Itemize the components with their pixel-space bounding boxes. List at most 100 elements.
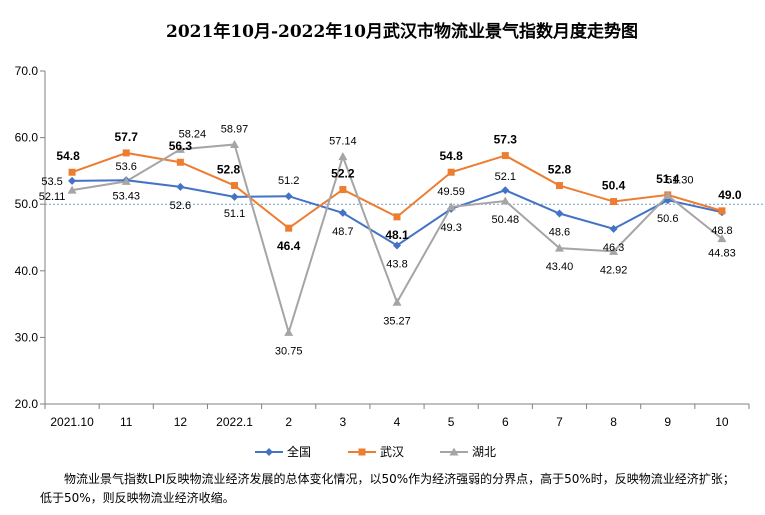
legend-marker <box>449 447 459 456</box>
data-label: 30.75 <box>275 345 303 357</box>
data-label: 58.24 <box>179 128 207 140</box>
data-point <box>718 207 726 215</box>
x-tick-label: 8 <box>610 415 617 429</box>
data-label: 50.6 <box>657 213 678 225</box>
data-label: 48.7 <box>332 226 353 238</box>
y-tick-label: 70.0 <box>15 64 39 78</box>
data-label: 52.2 <box>331 167 355 181</box>
y-tick-label: 60.0 <box>15 131 39 145</box>
data-label: 52.6 <box>170 200 191 212</box>
data-point <box>175 144 185 153</box>
data-point <box>284 327 294 336</box>
data-point <box>555 182 563 190</box>
data-label: 43.8 <box>386 258 407 270</box>
data-point <box>717 234 727 243</box>
data-label: 46.4 <box>277 239 301 253</box>
data-point <box>392 297 402 306</box>
data-label: 52.11 <box>39 191 66 203</box>
data-point <box>339 186 347 194</box>
legend-label: 湖北 <box>472 444 496 459</box>
data-label: 53.5 <box>41 176 62 188</box>
data-label: 58.97 <box>221 123 249 135</box>
data-label: 54.8 <box>439 149 463 163</box>
x-tick-label: 2021.10 <box>50 415 94 429</box>
data-point <box>446 202 456 211</box>
data-label: 56.3 <box>169 139 193 153</box>
data-label: 57.14 <box>329 136 357 148</box>
data-point <box>231 182 239 190</box>
data-point <box>285 224 293 232</box>
data-label: 44.83 <box>708 248 736 260</box>
legend-label: 全国 <box>287 444 311 459</box>
data-point <box>338 152 348 161</box>
x-tick-label: 7 <box>556 415 563 429</box>
data-point <box>67 185 77 194</box>
data-point <box>609 246 619 255</box>
data-label: 50.4 <box>602 179 626 193</box>
data-point <box>609 224 618 233</box>
chart-title: 2021年10月-2022年10月武汉市物流业景气指数月度走势图 <box>166 21 638 42</box>
y-tick-label: 50.0 <box>15 197 39 211</box>
legend-label: 武汉 <box>380 445 404 459</box>
chart-footnote: 物流业景气指数LPI反映物流业经济发展的总体变化情况，以50%作为经济强弱的分界… <box>40 472 735 505</box>
y-tick-label: 40.0 <box>15 264 39 278</box>
legend-marker <box>265 448 273 456</box>
data-label: 57.7 <box>115 130 139 144</box>
data-label: 50.48 <box>492 214 520 226</box>
data-point <box>176 158 184 166</box>
data-point <box>68 168 76 176</box>
data-point <box>663 191 673 200</box>
x-tick-label: 12 <box>174 415 188 429</box>
y-tick-label: 20.0 <box>15 397 39 411</box>
data-point <box>500 196 510 205</box>
data-label: 51.30 <box>666 175 694 187</box>
data-label: 49.3 <box>440 222 461 234</box>
data-point <box>230 192 239 201</box>
data-point <box>68 176 77 185</box>
data-point <box>555 209 564 218</box>
data-point <box>393 241 401 250</box>
data-label: 35.27 <box>383 315 411 327</box>
data-point <box>176 182 185 191</box>
x-tick-label: 5 <box>448 415 455 429</box>
data-point <box>554 243 564 252</box>
data-label: 43.40 <box>546 261 574 273</box>
data-label: 53.43 <box>112 190 140 202</box>
data-label: 49.59 <box>437 186 465 198</box>
data-point <box>610 198 618 206</box>
x-tick-label: 6 <box>502 415 509 429</box>
data-label: 48.6 <box>549 227 570 239</box>
x-tick-label: 2 <box>285 415 292 429</box>
x-tick-label: 11 <box>120 415 133 429</box>
data-point <box>122 149 130 157</box>
data-label: 42.92 <box>600 264 628 276</box>
data-label: 52.8 <box>548 163 572 177</box>
data-label: 48.1 <box>385 228 409 242</box>
data-label: 51.2 <box>278 175 299 187</box>
data-label: 52.8 <box>217 163 241 177</box>
data-label: 51.1 <box>224 208 245 220</box>
data-point <box>284 192 293 201</box>
data-label: 49.0 <box>718 188 742 202</box>
x-tick-label: 2022.1 <box>216 415 253 429</box>
data-label: 54.8 <box>56 149 80 163</box>
data-point <box>230 139 240 148</box>
data-point <box>393 213 401 221</box>
data-label: 46.3 <box>603 242 624 254</box>
y-tick-label: 30.0 <box>15 330 39 344</box>
x-tick-label: 10 <box>715 415 729 429</box>
x-tick-label: 9 <box>664 415 671 429</box>
data-point <box>121 176 131 185</box>
data-label: 57.3 <box>494 133 518 147</box>
data-label: 53.6 <box>116 161 137 173</box>
x-tick-label: 4 <box>394 415 401 429</box>
data-point <box>501 186 510 195</box>
legend-marker <box>358 448 366 456</box>
data-point <box>338 208 347 217</box>
x-tick-label: 3 <box>340 415 347 429</box>
data-point <box>501 152 509 160</box>
data-label: 48.8 <box>711 225 732 237</box>
data-point <box>447 168 455 176</box>
